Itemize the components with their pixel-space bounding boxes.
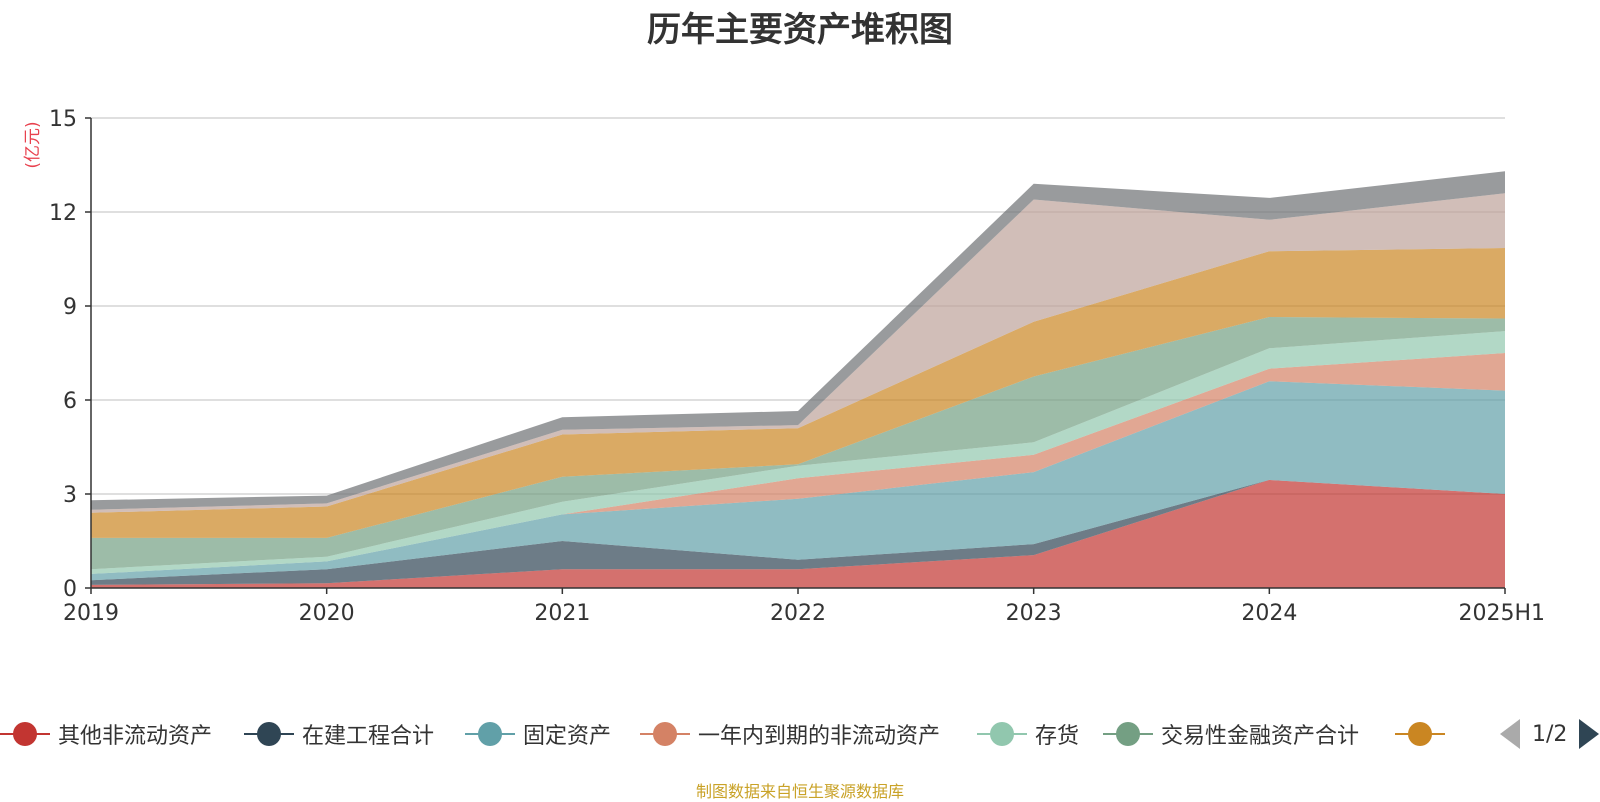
legend-label: 交易性金融资产合计: [1161, 724, 1360, 749]
legend-item-3[interactable]: 一年内到期的非流动资产: [640, 716, 940, 752]
legend-item-2[interactable]: 固定资产: [465, 716, 611, 752]
legend-marker-icon: [244, 716, 294, 752]
area-series-0: [91, 479, 1505, 588]
legend-marker-icon: [0, 716, 50, 752]
area-series-2: [91, 381, 1505, 581]
x-tick-label-5: 2024: [1241, 601, 1297, 626]
y-axis-unit-container: (亿元): [18, 120, 48, 170]
y-axis-unit: (亿元): [23, 121, 43, 168]
legend-item-5[interactable]: 交易性金融资产合计: [1103, 716, 1359, 752]
x-tick-label-3: 2022: [770, 601, 826, 626]
legend-prev-page-icon[interactable]: [1500, 719, 1520, 749]
legend-label: 存货: [1035, 724, 1080, 749]
x-tick-label-6: 2025H1: [1458, 601, 1545, 626]
legend-item-6[interactable]: [1395, 716, 1445, 752]
legend-item-4[interactable]: 存货: [977, 716, 1079, 752]
x-tick-label-0: 2019: [63, 601, 119, 626]
legend-item-0[interactable]: 其他非流动资产: [0, 716, 212, 752]
y-tick-label-0: 0: [63, 577, 77, 602]
legend-marker-icon: [977, 716, 1027, 752]
y-tick-label-5: 15: [49, 107, 77, 132]
legend-item-1[interactable]: 在建工程合计: [244, 716, 434, 752]
legend-next-page-icon[interactable]: [1579, 719, 1600, 749]
stacked-area-chart: 0 3 6 9 12 15 2019 2020 2021 2022 2023 2024 2025H1: [49, 107, 1545, 626]
legend-marker-icon: [1103, 716, 1153, 752]
legend-marker-icon: [465, 716, 515, 752]
y-tick-label-1: 3: [63, 483, 77, 508]
area-series-4: [91, 331, 1505, 574]
legend-label: 一年内到期的非流动资产: [698, 724, 941, 749]
area-series-7: [91, 193, 1505, 513]
area-series-5: [91, 317, 1505, 570]
y-tick-label-2: 6: [63, 389, 77, 414]
legend-label: 在建工程合计: [302, 724, 435, 749]
y-tick-label-4: 12: [49, 201, 77, 226]
legend-marker-icon: [640, 716, 690, 752]
legend-pager: 1/2: [1500, 716, 1600, 752]
legend-page-indicator: 1/2: [1532, 721, 1568, 747]
legend-label: 固定资产: [523, 724, 612, 749]
x-tick-label-2: 2021: [534, 601, 590, 626]
legend-label: 其他非流动资产: [58, 724, 213, 749]
x-tick-label-4: 2023: [1006, 601, 1062, 626]
data-source-note: 制图数据来自恒生聚源数据库: [695, 782, 904, 801]
x-tick-label-1: 2020: [299, 601, 355, 626]
y-tick-label-3: 9: [63, 295, 77, 320]
area-series-1: [91, 479, 1505, 585]
area-series-3: [91, 353, 1505, 574]
area-series-6: [91, 248, 1505, 538]
area-series-8: [91, 171, 1505, 510]
chart-title: 历年主要资产堆积图: [647, 10, 953, 50]
chart-legend: 其他非流动资产 在建工程合计 固定资产 一年内到期的非流动资产 存货 交易性金融资产合计: [0, 716, 1600, 752]
legend-marker-icon: [1395, 716, 1445, 752]
